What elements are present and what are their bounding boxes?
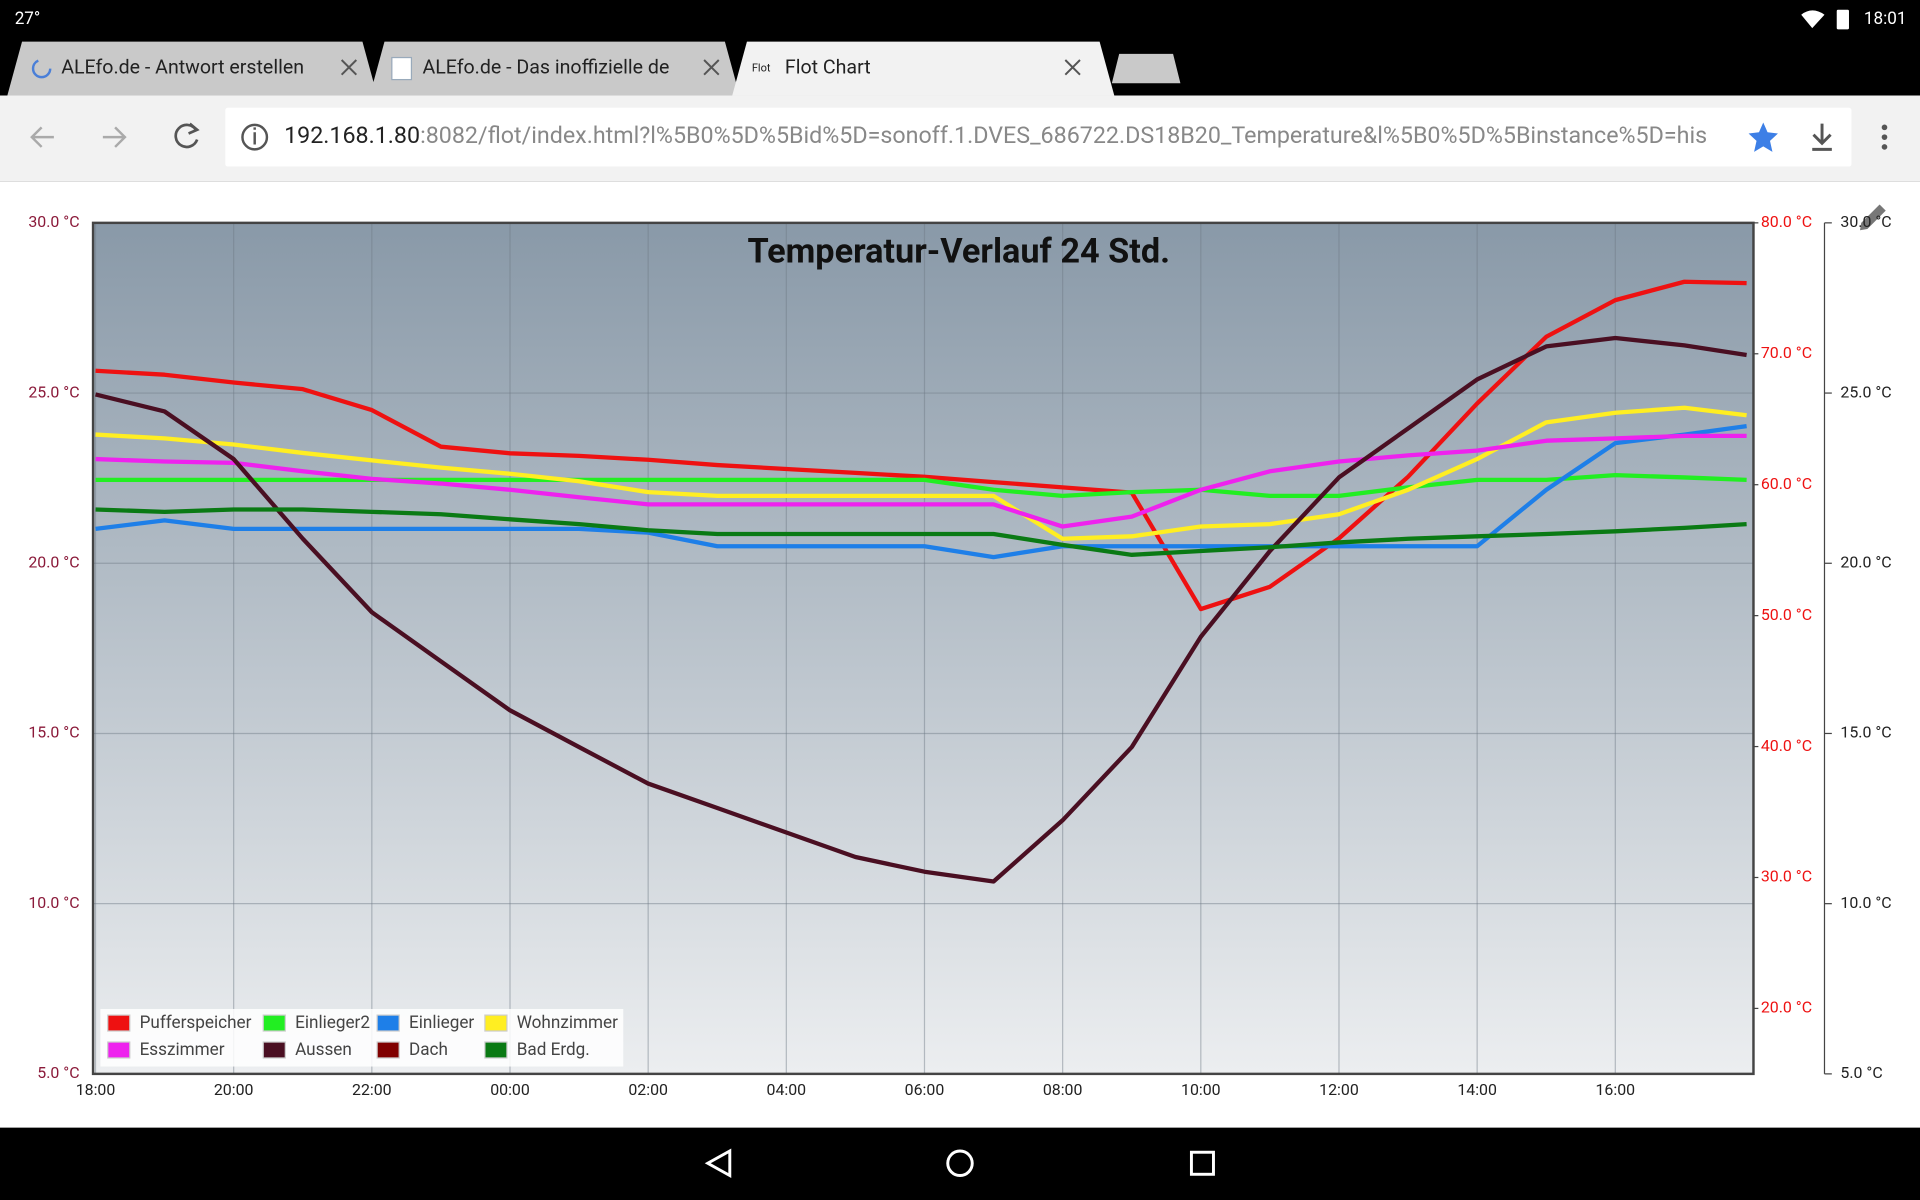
x-tick-label: 12:00 <box>1319 1080 1359 1099</box>
series-layer <box>94 279 1747 884</box>
chart-title: Temperatur-Verlauf 24 Std. <box>747 232 1170 272</box>
series-line <box>94 335 1747 884</box>
address-bar[interactable] <box>225 107 1852 167</box>
y-tick-label: 30.0 °C <box>28 212 79 231</box>
tab-title: Flot Chart <box>785 56 871 79</box>
legend-label: Einlieger2 <box>295 1013 370 1033</box>
tab-favicon <box>391 56 413 81</box>
back-button[interactable] <box>30 126 54 148</box>
nav-back[interactable] <box>704 1148 732 1179</box>
tab-close[interactable] <box>340 59 358 76</box>
series-line <box>95 507 1747 557</box>
y3-tick-label: 20.0 °C <box>1840 552 1891 571</box>
y3-tick-label: 30.0 °C <box>1840 212 1891 231</box>
x-tick-label: 08:00 <box>1043 1080 1083 1099</box>
status-time: 18:01 <box>1864 9 1907 29</box>
x-tick-label: 04:00 <box>767 1080 807 1099</box>
status-temperature: 27° <box>15 9 41 29</box>
series-line <box>95 279 1747 612</box>
series-line <box>95 405 1747 541</box>
legend-swatch <box>376 1014 400 1032</box>
bookmark-star[interactable] <box>1748 122 1778 152</box>
y3-tick-label: 15.0 °C <box>1840 723 1891 742</box>
nav-recents[interactable] <box>1189 1150 1215 1176</box>
download-button[interactable] <box>1812 123 1832 151</box>
legend-swatch <box>107 1014 131 1032</box>
tab-title: ALEfo.de - Antwort erstellen <box>61 56 304 79</box>
x-tick-label: 10:00 <box>1181 1080 1221 1099</box>
info-icon[interactable] <box>241 123 269 151</box>
y-tick-label: 15.0 °C <box>28 723 79 742</box>
legend-label: Esszimmer <box>140 1040 225 1060</box>
series-line <box>95 433 1747 529</box>
legend <box>100 1008 624 1067</box>
y2-tick-label: 70.0 °C <box>1761 343 1812 362</box>
legend-swatch <box>107 1041 131 1059</box>
reload-button[interactable] <box>174 123 199 149</box>
y-tick-label: 5.0 °C <box>37 1063 79 1082</box>
tab[interactable] <box>7 41 378 96</box>
loading-spinner <box>31 58 52 79</box>
reload-arrow <box>188 122 200 135</box>
x-tick-label: 06:00 <box>905 1080 945 1099</box>
tab-favicon: Flot <box>752 61 771 74</box>
y-tick-label: 20.0 °C <box>28 552 79 571</box>
y2-tick-label: 30.0 °C <box>1761 867 1812 886</box>
y3-tick-label: 5.0 °C <box>1840 1063 1882 1082</box>
x-tick-label: 14:00 <box>1457 1080 1497 1099</box>
y2-tick-label: 50.0 °C <box>1761 605 1812 624</box>
x-tick-label: 18:00 <box>76 1080 116 1099</box>
edit-icon[interactable] <box>1860 204 1886 231</box>
x-tick-label: 16:00 <box>1595 1080 1635 1099</box>
legend-label: Dach <box>409 1040 448 1060</box>
y-tick-label: 25.0 °C <box>28 382 79 401</box>
url-path: :8082/flot/index.html?l%5B0%5D%5Bid%5D=s… <box>420 121 1707 149</box>
forward-button[interactable] <box>102 126 127 148</box>
url: 192.168.1.80:8082/flot/index.html?l%5B0%… <box>284 121 1707 149</box>
status-bar <box>0 0 1920 40</box>
wifi-icon <box>1801 10 1825 29</box>
legend-swatch <box>376 1041 400 1059</box>
tab[interactable] <box>369 41 740 96</box>
legend-label: Aussen <box>295 1040 352 1060</box>
legend-label: Bad Erdg. <box>517 1040 590 1060</box>
battery-icon <box>1836 9 1849 30</box>
legend-items: Pufferspeicher Einlieger2 Einlieger Wohnzim… <box>107 1013 618 1060</box>
x-tick-label: 22:00 <box>352 1080 392 1099</box>
nav-home[interactable] <box>946 1149 974 1177</box>
x-tick-label: 00:00 <box>490 1080 530 1099</box>
legend-swatch <box>262 1014 286 1032</box>
y-tick-label: 10.0 °C <box>28 893 79 912</box>
nav-bar <box>0 1127 1920 1200</box>
legend-swatch <box>484 1041 508 1059</box>
x-tick-label: 02:00 <box>628 1080 668 1099</box>
y2-tick-label: 40.0 °C <box>1761 736 1812 755</box>
y3-tick-label: 10.0 °C <box>1840 893 1891 912</box>
y2-tick-label: 20.0 °C <box>1761 998 1812 1017</box>
y3-tick-label: 25.0 °C <box>1840 382 1891 401</box>
tab-title: ALEfo.de - Das inoffizielle de <box>422 56 669 79</box>
plot-border <box>91 221 1755 1076</box>
y2-tick-label: 60.0 °C <box>1761 474 1812 493</box>
legend-label: Wohnzimmer <box>517 1013 618 1033</box>
y2-tick-label: 80.0 °C <box>1761 212 1812 231</box>
series-line <box>95 423 1747 560</box>
tab-close[interactable] <box>1064 59 1081 76</box>
x-tick-label: 20:00 <box>214 1080 254 1099</box>
new-tab-button[interactable] <box>1111 53 1181 84</box>
plot-area <box>93 222 1754 1074</box>
url-host: 192.168.1.80 <box>284 121 420 149</box>
legend-swatch <box>484 1014 508 1032</box>
legend-label: Pufferspeicher <box>140 1013 252 1033</box>
menu-button[interactable] <box>1881 124 1888 150</box>
legend-label: Einlieger <box>409 1013 474 1033</box>
legend-swatch <box>262 1041 286 1059</box>
tab-active[interactable] <box>732 41 1115 96</box>
tab-close[interactable] <box>703 59 720 76</box>
